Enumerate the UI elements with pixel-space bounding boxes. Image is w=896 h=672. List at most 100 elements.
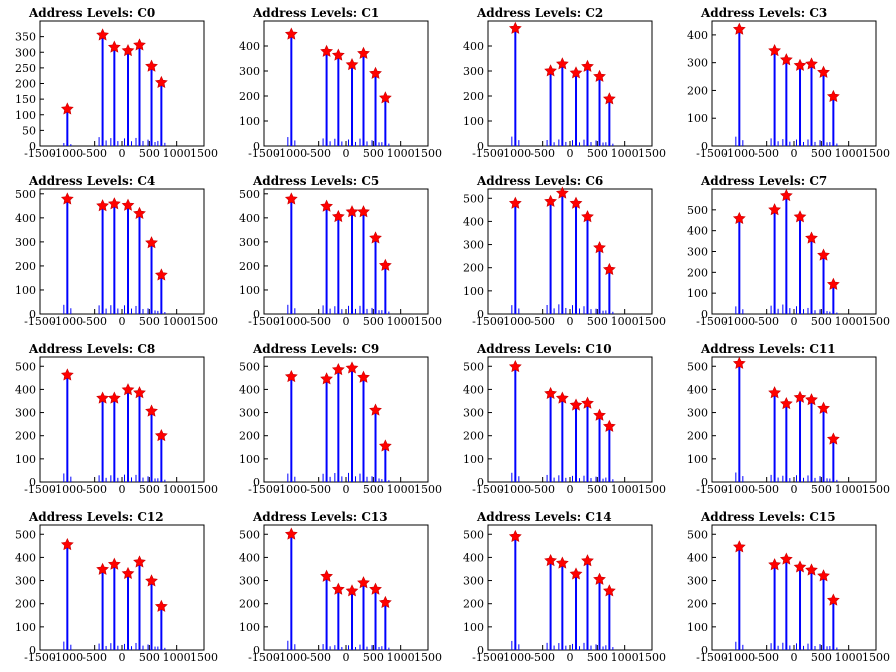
histogram-bar-shoulder bbox=[381, 646, 383, 650]
peak-marker bbox=[581, 59, 594, 72]
y-tick-label: 400 bbox=[15, 212, 36, 225]
histogram-bar bbox=[738, 218, 741, 314]
histogram-bar-shoulder bbox=[135, 642, 137, 650]
y-tick-label: 0 bbox=[477, 140, 484, 153]
histogram-bar bbox=[785, 195, 788, 314]
histogram-bar-shoulder bbox=[565, 645, 567, 650]
y-tick-label: 500 bbox=[463, 360, 484, 373]
histogram-bar-shoulder bbox=[355, 647, 357, 650]
histogram-bar-shoulder bbox=[117, 141, 119, 146]
histogram-bar-shoulder bbox=[98, 643, 100, 650]
panel-title: Address Levels: C9 bbox=[252, 342, 379, 356]
histogram-bar-shoulder bbox=[70, 308, 72, 314]
histogram-bar-shoulder bbox=[131, 141, 133, 146]
panel-title: Address Levels: C10 bbox=[476, 342, 612, 356]
histogram-bar bbox=[598, 76, 601, 146]
histogram-bar-shoulder bbox=[612, 143, 614, 146]
x-tick-label: -500 bbox=[82, 651, 107, 664]
histogram-bar bbox=[127, 573, 130, 650]
x-tick-label: 1500 bbox=[190, 651, 218, 664]
histogram-bar-shoulder bbox=[814, 477, 816, 482]
histogram-bar bbox=[290, 34, 293, 146]
histogram-bar-shoulder bbox=[829, 646, 831, 650]
histogram-bar-shoulder bbox=[796, 139, 798, 146]
panel-5: Address Levels: C50100200300400500-1500-… bbox=[239, 174, 442, 328]
histogram-bar bbox=[514, 28, 517, 146]
x-tick-label: 1500 bbox=[414, 483, 442, 496]
histogram-bar-shoulder bbox=[388, 311, 390, 314]
x-tick-label: 0 bbox=[791, 147, 798, 160]
histogram-bar-shoulder bbox=[164, 647, 166, 650]
y-tick-label: 100 bbox=[15, 621, 36, 634]
x-tick-label: -1500 bbox=[24, 651, 56, 664]
histogram-bar-shoulder bbox=[63, 473, 65, 482]
histogram-bar-shoulder bbox=[147, 476, 149, 482]
histogram-bar-shoulder bbox=[565, 141, 567, 146]
histogram-bar-shoulder bbox=[814, 310, 816, 314]
histogram-bar-shoulder bbox=[590, 478, 592, 482]
y-tick-label: 200 bbox=[687, 266, 708, 279]
x-tick-label: 1000 bbox=[835, 147, 863, 160]
histogram-bar-shoulder bbox=[518, 476, 520, 482]
x-tick-label: -1000 bbox=[275, 651, 307, 664]
plot-frame bbox=[263, 524, 429, 651]
y-tick-label: 300 bbox=[463, 65, 484, 78]
x-tick-label: -1000 bbox=[275, 147, 307, 160]
plot-frame bbox=[711, 20, 877, 147]
histogram-bar-shoulder bbox=[770, 138, 772, 146]
peak-marker bbox=[569, 398, 583, 411]
y-tick-label: 100 bbox=[687, 453, 708, 466]
peak-marker bbox=[154, 75, 168, 88]
peak-marker bbox=[768, 203, 781, 216]
peak-marker bbox=[145, 59, 158, 72]
histogram-bar-shoulder bbox=[294, 644, 296, 650]
panel-title: Address Levels: C1 bbox=[252, 6, 379, 20]
peak-marker bbox=[284, 369, 298, 383]
histogram-bar-shoulder bbox=[602, 310, 604, 314]
y-tick-label: 300 bbox=[463, 575, 484, 588]
histogram-bar-shoulder bbox=[154, 646, 156, 650]
peak-marker bbox=[569, 196, 583, 209]
histogram-bar bbox=[514, 366, 517, 482]
y-tick-label: 0 bbox=[477, 308, 484, 321]
histogram-bar-shoulder bbox=[612, 479, 614, 482]
peak-marker bbox=[805, 563, 818, 576]
histogram-bar bbox=[822, 408, 825, 482]
x-tick-label: 1500 bbox=[190, 147, 218, 160]
histogram-bar-shoulder bbox=[546, 140, 548, 146]
peak-marker bbox=[60, 537, 74, 551]
x-tick-label: -500 bbox=[82, 315, 107, 328]
y-tick-label: 300 bbox=[239, 575, 260, 588]
y-tick-label: 200 bbox=[15, 260, 36, 273]
y-tick-label: 100 bbox=[239, 453, 260, 466]
plot-frame bbox=[487, 356, 653, 483]
histogram-bar bbox=[549, 201, 552, 314]
histogram-bar bbox=[290, 534, 293, 650]
histogram-bar-shoulder bbox=[341, 141, 343, 146]
histogram-bar-shoulder bbox=[546, 305, 548, 314]
x-tick-label: 500 bbox=[587, 315, 608, 328]
x-tick-label: -500 bbox=[754, 483, 779, 496]
histogram-bar bbox=[150, 581, 153, 650]
y-tick-label: 500 bbox=[239, 360, 260, 373]
histogram-bar-shoulder bbox=[579, 142, 581, 146]
histogram-bar-shoulder bbox=[142, 645, 144, 650]
y-tick-label: 0 bbox=[29, 644, 36, 657]
histogram-bar-shoulder bbox=[388, 143, 390, 146]
histogram-bar-shoulder bbox=[154, 478, 156, 482]
histogram-bar bbox=[598, 415, 601, 482]
histogram-bar-shoulder bbox=[359, 644, 361, 650]
peak-marker bbox=[331, 363, 345, 376]
histogram-bar-shoulder bbox=[164, 142, 166, 146]
peak-marker bbox=[369, 66, 382, 79]
panel-4: Address Levels: C40100200300400500-1500-… bbox=[15, 174, 218, 328]
histogram-bar bbox=[362, 211, 365, 314]
y-tick-label: 100 bbox=[687, 621, 708, 634]
histogram-bar-shoulder bbox=[796, 475, 798, 482]
y-tick-label: 200 bbox=[687, 430, 708, 443]
histogram-bar bbox=[832, 439, 835, 482]
histogram-bar bbox=[608, 99, 611, 146]
panel-10: Address Levels: C10 0 100 200 300 400 500 -1500… bbox=[463, 342, 666, 496]
histogram-bar bbox=[575, 574, 578, 650]
x-tick-label: -500 bbox=[754, 147, 779, 160]
